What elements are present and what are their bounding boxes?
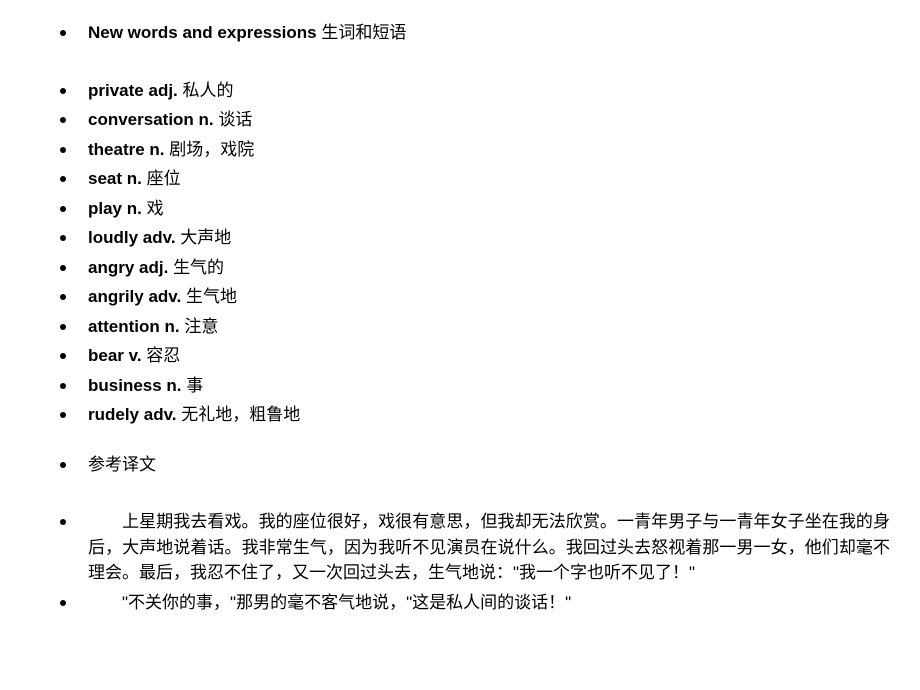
vocab-entry: conversation n. 谈话 <box>88 107 890 133</box>
translation-label-row: 参考译文 <box>60 452 890 478</box>
vocab-pos: adj. <box>139 258 168 277</box>
vocab-row: angrily adv. 生气地 <box>60 284 890 310</box>
vocab-word: business <box>88 376 166 395</box>
bullet-icon <box>60 462 66 468</box>
vocab-word: angrily <box>88 287 148 306</box>
bullet-icon <box>60 30 66 36</box>
bullet-icon <box>60 600 66 606</box>
vocab-def: 剧场，戏院 <box>169 140 254 159</box>
vocab-def: 座位 <box>147 169 181 188</box>
translation-label: 参考译文 <box>88 452 890 478</box>
bullet-icon <box>60 265 66 271</box>
vocab-pos: n. <box>127 169 142 188</box>
bullet-icon <box>60 519 66 525</box>
vocab-pos: adv. <box>143 228 176 247</box>
heading-suffix: 生词和短语 <box>317 23 407 42</box>
bullet-icon <box>60 294 66 300</box>
vocab-entry: rudely adv. 无礼地，粗鲁地 <box>88 402 890 428</box>
vocab-def: 无礼地，粗鲁地 <box>181 405 300 424</box>
vocab-word: theatre <box>88 140 149 159</box>
vocab-row: private adj. 私人的 <box>60 78 890 104</box>
vocab-pos: n. <box>165 317 180 336</box>
vocab-entry: angry adj. 生气的 <box>88 255 890 281</box>
slide: New words and expressions 生词和短语 private … <box>0 0 920 639</box>
vocab-def: 事 <box>186 376 203 395</box>
heading-text: New words and expressions 生词和短语 <box>88 20 890 46</box>
vocab-pos: adv. <box>148 287 181 306</box>
vocab-def: 生气地 <box>186 287 237 306</box>
vocab-pos: n. <box>149 140 164 159</box>
vocab-word: seat <box>88 169 127 188</box>
vocab-row: bear v. 容忍 <box>60 343 890 369</box>
vocab-pos: v. <box>129 346 142 365</box>
vocab-row: loudly adv. 大声地 <box>60 225 890 251</box>
vocab-entry: theatre n. 剧场，戏院 <box>88 137 890 163</box>
bullet-icon <box>60 206 66 212</box>
spacer <box>60 432 890 452</box>
vocab-entry: bear v. 容忍 <box>88 343 890 369</box>
vocab-pos: n. <box>199 110 214 129</box>
vocab-pos: adj. <box>148 81 177 100</box>
bullet-icon <box>60 324 66 330</box>
paragraph-text: 上星期我去看戏。我的座位很好，戏很有意思，但我却无法欣赏。一青年男子与一青年女子… <box>88 509 890 586</box>
vocab-def: 生气的 <box>173 258 224 277</box>
paragraph-row: "不关你的事，"那男的毫不客气地说，"这是私人间的谈话！" <box>60 590 890 616</box>
paragraph-text: "不关你的事，"那男的毫不客气地说，"这是私人间的谈话！" <box>88 590 890 616</box>
vocab-row: business n. 事 <box>60 373 890 399</box>
vocab-def: 戏 <box>147 199 164 218</box>
vocab-entry: attention n. 注意 <box>88 314 890 340</box>
bullet-icon <box>60 353 66 359</box>
vocab-word: loudly <box>88 228 143 247</box>
vocab-word: private <box>88 81 148 100</box>
vocab-pos: adv. <box>144 405 177 424</box>
vocab-row: conversation n. 谈话 <box>60 107 890 133</box>
heading-bold: New words and expressions <box>88 23 317 42</box>
vocab-entry: business n. 事 <box>88 373 890 399</box>
vocab-def: 谈话 <box>218 110 252 129</box>
vocab-word: play <box>88 199 127 218</box>
bullet-icon <box>60 235 66 241</box>
vocab-pos: n. <box>166 376 181 395</box>
vocab-def: 容忍 <box>146 346 180 365</box>
vocab-entry: seat n. 座位 <box>88 166 890 192</box>
paragraph-list: 上星期我去看戏。我的座位很好，戏很有意思，但我却无法欣赏。一青年男子与一青年女子… <box>60 509 890 615</box>
vocab-entry: angrily adv. 生气地 <box>88 284 890 310</box>
vocab-row: play n. 戏 <box>60 196 890 222</box>
vocab-word: conversation <box>88 110 199 129</box>
vocab-def: 私人的 <box>183 81 234 100</box>
vocab-entry: play n. 戏 <box>88 196 890 222</box>
vocab-row: rudely adv. 无礼地，粗鲁地 <box>60 402 890 428</box>
vocab-row: angry adj. 生气的 <box>60 255 890 281</box>
bullet-icon <box>60 412 66 418</box>
vocab-pos: n. <box>127 199 142 218</box>
vocab-word: angry <box>88 258 139 277</box>
vocab-word: bear <box>88 346 129 365</box>
vocab-def: 注意 <box>184 317 218 336</box>
vocab-entry: private adj. 私人的 <box>88 78 890 104</box>
spacer <box>60 481 890 509</box>
vocab-row: attention n. 注意 <box>60 314 890 340</box>
paragraph-row: 上星期我去看戏。我的座位很好，戏很有意思，但我却无法欣赏。一青年男子与一青年女子… <box>60 509 890 586</box>
vocab-list: private adj. 私人的 conversation n. 谈话 theatr… <box>60 78 890 428</box>
vocab-entry: loudly adv. 大声地 <box>88 225 890 251</box>
bullet-icon <box>60 147 66 153</box>
bullet-icon <box>60 117 66 123</box>
vocab-def: 大声地 <box>180 228 231 247</box>
heading-row: New words and expressions 生词和短语 <box>60 20 890 46</box>
vocab-word: rudely <box>88 405 144 424</box>
spacer <box>60 50 890 78</box>
bullet-icon <box>60 383 66 389</box>
vocab-row: theatre n. 剧场，戏院 <box>60 137 890 163</box>
vocab-row: seat n. 座位 <box>60 166 890 192</box>
vocab-word: attention <box>88 317 165 336</box>
bullet-icon <box>60 88 66 94</box>
bullet-icon <box>60 176 66 182</box>
